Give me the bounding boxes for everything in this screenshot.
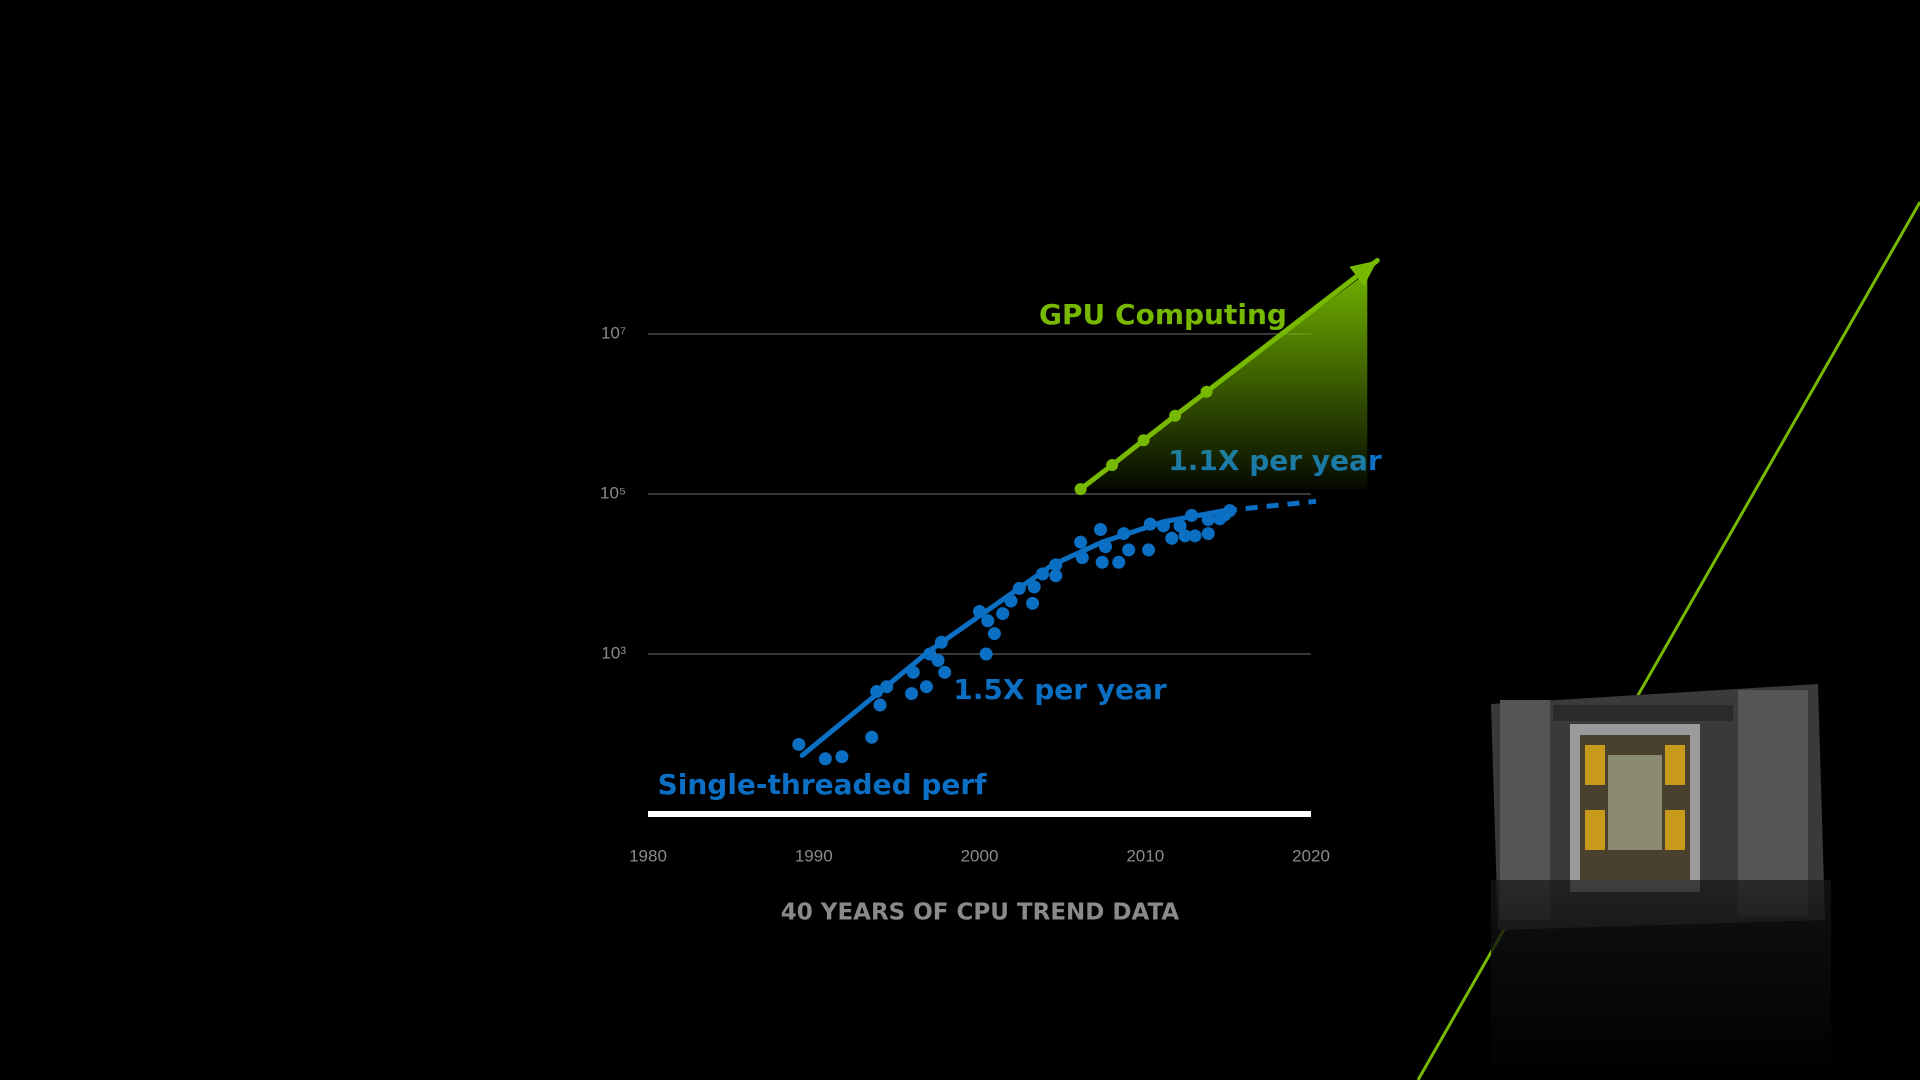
data-point xyxy=(1074,535,1088,549)
series-label: Single-threaded perf xyxy=(658,768,988,801)
x-tick-label: 1990 xyxy=(795,846,833,865)
data-point xyxy=(987,627,1001,641)
series-label: 1.5X per year xyxy=(953,673,1167,706)
data-point xyxy=(1122,543,1136,557)
data-point xyxy=(931,653,945,667)
data-point xyxy=(1201,527,1215,541)
data-point xyxy=(818,752,832,766)
data-point xyxy=(1165,531,1179,545)
x-tick-label: 2000 xyxy=(961,846,999,865)
data-point xyxy=(1106,459,1119,472)
data-point xyxy=(981,614,995,628)
data-point xyxy=(938,665,952,679)
chart-caption: 40 YEARS OF CPU TREND DATA xyxy=(781,900,1180,926)
series-label: GPU Computing xyxy=(1039,298,1287,331)
x-tick-label: 1980 xyxy=(629,846,667,865)
data-point xyxy=(792,737,806,751)
data-point xyxy=(1178,529,1192,543)
data-point xyxy=(1074,483,1087,496)
data-point xyxy=(1049,569,1063,583)
data-point xyxy=(996,607,1010,621)
data-point xyxy=(1112,555,1126,569)
data-point xyxy=(1026,596,1040,610)
data-point xyxy=(919,680,933,694)
data-point xyxy=(905,687,919,701)
data-point xyxy=(1200,385,1213,398)
trend-line xyxy=(1078,257,1380,492)
data-point xyxy=(865,730,879,744)
x-tick-label: 2020 xyxy=(1292,846,1330,865)
data-point xyxy=(1142,543,1156,557)
data-point xyxy=(1173,519,1187,533)
data-point xyxy=(1137,434,1150,447)
trend-line xyxy=(799,508,1228,758)
arrow-head xyxy=(1349,260,1378,286)
data-point xyxy=(835,750,849,764)
data-point xyxy=(979,647,993,661)
x-tick-label: 2010 xyxy=(1126,846,1164,865)
data-point xyxy=(1095,555,1109,569)
projection-line xyxy=(1224,498,1317,514)
data-point xyxy=(1188,529,1202,543)
data-point xyxy=(873,698,887,712)
data-point xyxy=(1169,409,1182,422)
y-tick-label: 10³ xyxy=(601,643,626,662)
data-point xyxy=(1093,522,1107,536)
y-tick-label: 10⁷ xyxy=(601,323,626,342)
gpu-module xyxy=(1491,684,1831,1080)
data-point xyxy=(1027,580,1041,594)
y-tick-label: 10⁵ xyxy=(600,483,626,502)
